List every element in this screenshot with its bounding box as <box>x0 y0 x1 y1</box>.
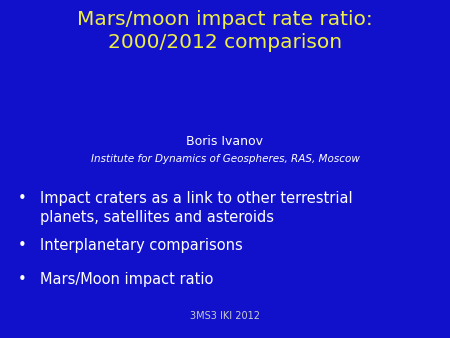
Text: Mars/Moon impact ratio: Mars/Moon impact ratio <box>40 272 214 287</box>
Text: Interplanetary comparisons: Interplanetary comparisons <box>40 238 243 253</box>
Text: Boris Ivanov: Boris Ivanov <box>186 135 264 148</box>
Text: Impact craters as a link to other terrestrial
planets, satellites and asteroids: Impact craters as a link to other terres… <box>40 191 353 224</box>
Text: Institute for Dynamics of Geospheres, RAS, Moscow: Institute for Dynamics of Geospheres, RA… <box>90 154 360 164</box>
Text: •: • <box>18 238 27 253</box>
Text: •: • <box>18 272 27 287</box>
Text: Mars/moon impact rate ratio:
2000/2012 comparison: Mars/moon impact rate ratio: 2000/2012 c… <box>77 10 373 52</box>
Text: 3MS3 IKI 2012: 3MS3 IKI 2012 <box>190 311 260 321</box>
Text: •: • <box>18 191 27 206</box>
